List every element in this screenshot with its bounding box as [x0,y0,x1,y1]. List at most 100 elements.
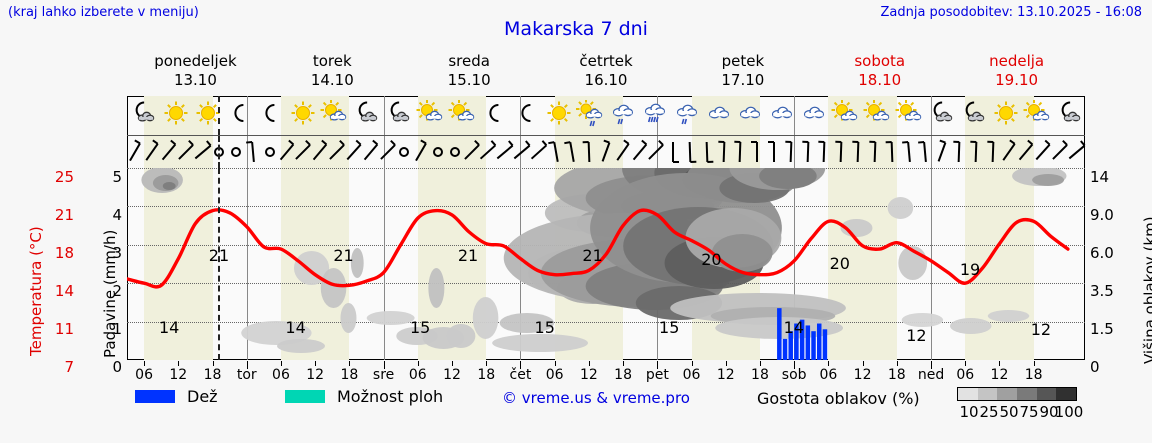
wind-barb-19 [449,147,460,157]
day-name: torek [312,52,352,70]
cloud-density-legend-label: Gostota oblakov (%) [757,389,920,408]
time-tick-17 [725,361,727,366]
time-tick-18 [759,361,761,366]
precipitation-axis-ticks: 5 4 3 2 1 0 [96,160,122,376]
page-title: Makarska 7 dni [504,18,648,40]
time-label-9: 12 [443,367,461,383]
time-tick-7 [383,361,385,369]
time-label-16: 06 [682,367,701,383]
sun-cloud-rain-icon [575,99,608,132]
cloudheight-axis-ticks: 14 9.0 6.0 3.5 1.5 0 [1090,160,1132,376]
wind-barb-32 [672,142,680,163]
temperature-extreme-label-2: 14 [285,318,306,337]
day-date: 19.10 [995,71,1039,89]
time-tick-20 [828,361,830,366]
wind-barb-6 [231,147,242,157]
moon-cloud-icon [959,100,991,132]
wind-barb-13 [346,139,362,161]
time-tick-24 [965,361,967,366]
day-name: sobota [854,52,906,70]
time-tick-22 [896,361,898,366]
sun-icon [288,100,320,132]
time-label-25: 12 [990,367,1009,383]
wind-barb-35 [717,140,725,163]
day-separator-2 [383,96,385,135]
day-header-bar: ponedeljek 13.10 torek 14.10 sreda 15.10 četrt… [127,52,1085,92]
wind-barb-50 [970,140,978,163]
cloud-density-tick-4: 90 [1039,403,1059,421]
temperature-extreme-label-9: 20 [701,250,722,269]
cloud-density-step-0 [958,388,978,400]
wind-barb-28 [601,139,611,162]
day-separator-6 [931,136,933,168]
time-tick-14 [623,361,625,366]
weather-icon-row [127,96,1085,136]
temperature-extreme-label-4: 15 [409,318,431,337]
temperature-extreme-label-3: 21 [333,246,354,265]
wind-barb-56 [1068,140,1086,160]
current-time-marker-wind [218,136,221,168]
wind-barb-row [127,136,1086,168]
cloudheight-tick-0: 14 [1090,168,1110,186]
last-update-label: Zadnja posodobitev: 13.10.2025 - 16:08 [880,5,1142,20]
time-tick-11 [520,361,522,369]
precipitation-tick-3: 2 [112,282,122,300]
moon-icon [225,100,257,132]
temperature-extreme-label-6: 15 [534,318,555,337]
day-date: 16.10 [584,71,628,89]
time-tick-5 [315,361,317,366]
temperature-tick-2: 18 [54,244,74,262]
wind-barb-15 [379,139,396,160]
moon-cloud-icon [1055,100,1087,132]
day-header-6: nedelja 19.10 [948,52,1085,92]
cloudheight-tick-2: 6.0 [1090,244,1114,262]
wind-barb-37 [751,141,759,162]
sun-cloud-icon [831,99,863,132]
wind-barb-10 [295,139,312,160]
current-time-marker [218,96,221,135]
day-separator-6 [931,96,933,135]
temperature-extreme-label-7: 21 [582,246,603,265]
time-label-19: sob [781,367,807,383]
cloudheight-tick-3: 3.5 [1090,282,1114,300]
day-name: petek [721,52,765,70]
sun-cloud-icon [448,99,480,132]
day-date: 18.10 [858,71,902,89]
chart-canvas: 14 21 14 21 15 21 15 21 15 20 14 20 12 19 12 [127,168,1085,360]
moon-cloud-icon [927,100,959,132]
graph-day-separator-5 [794,168,796,360]
wind-barb-8 [264,147,275,157]
temperature-tick-4: 11 [54,320,74,338]
copyright-link[interactable]: © vreme.us & vreme.pro [502,389,690,407]
daylight-band-4 [691,136,760,168]
time-tick-15 [657,361,659,369]
cloud-density-field [141,168,1067,353]
cloudheight-tick-1: 9.0 [1090,206,1114,224]
time-label-17: 12 [716,367,735,383]
wind-barb-54 [1035,139,1051,161]
wind-barb-47 [918,141,928,163]
day-separator-2 [383,136,385,168]
wind-barb-2 [161,139,177,161]
wind-barb-29 [616,139,630,161]
current-time-marker-graph [218,168,221,360]
cloud-density-scale [957,387,1077,401]
wind-barb-53 [1018,139,1034,161]
cloudheight-tick-4: 1.5 [1090,320,1114,338]
day-name: četrtek [579,52,633,70]
temperature-extreme-label-0: 14 [158,318,180,337]
day-separator-5 [794,96,796,135]
day-separator-1 [246,136,248,168]
time-label-18: 18 [751,367,769,383]
cloudheight-tick-5: 0 [1090,358,1100,376]
cloud-density-step-2 [997,388,1018,400]
cloud-density-tick-1: 25 [979,403,999,421]
showers-legend-label: Možnost ploh [337,387,444,406]
rain-legend-label: Dež [187,387,218,406]
wind-barb-42 [835,140,843,163]
wind-barb-48 [937,139,947,162]
day-header-3: četrtek 16.10 [538,52,675,92]
day-date: 17.10 [721,71,765,89]
cloud-icon [704,100,736,132]
wind-barb-24 [530,140,547,160]
